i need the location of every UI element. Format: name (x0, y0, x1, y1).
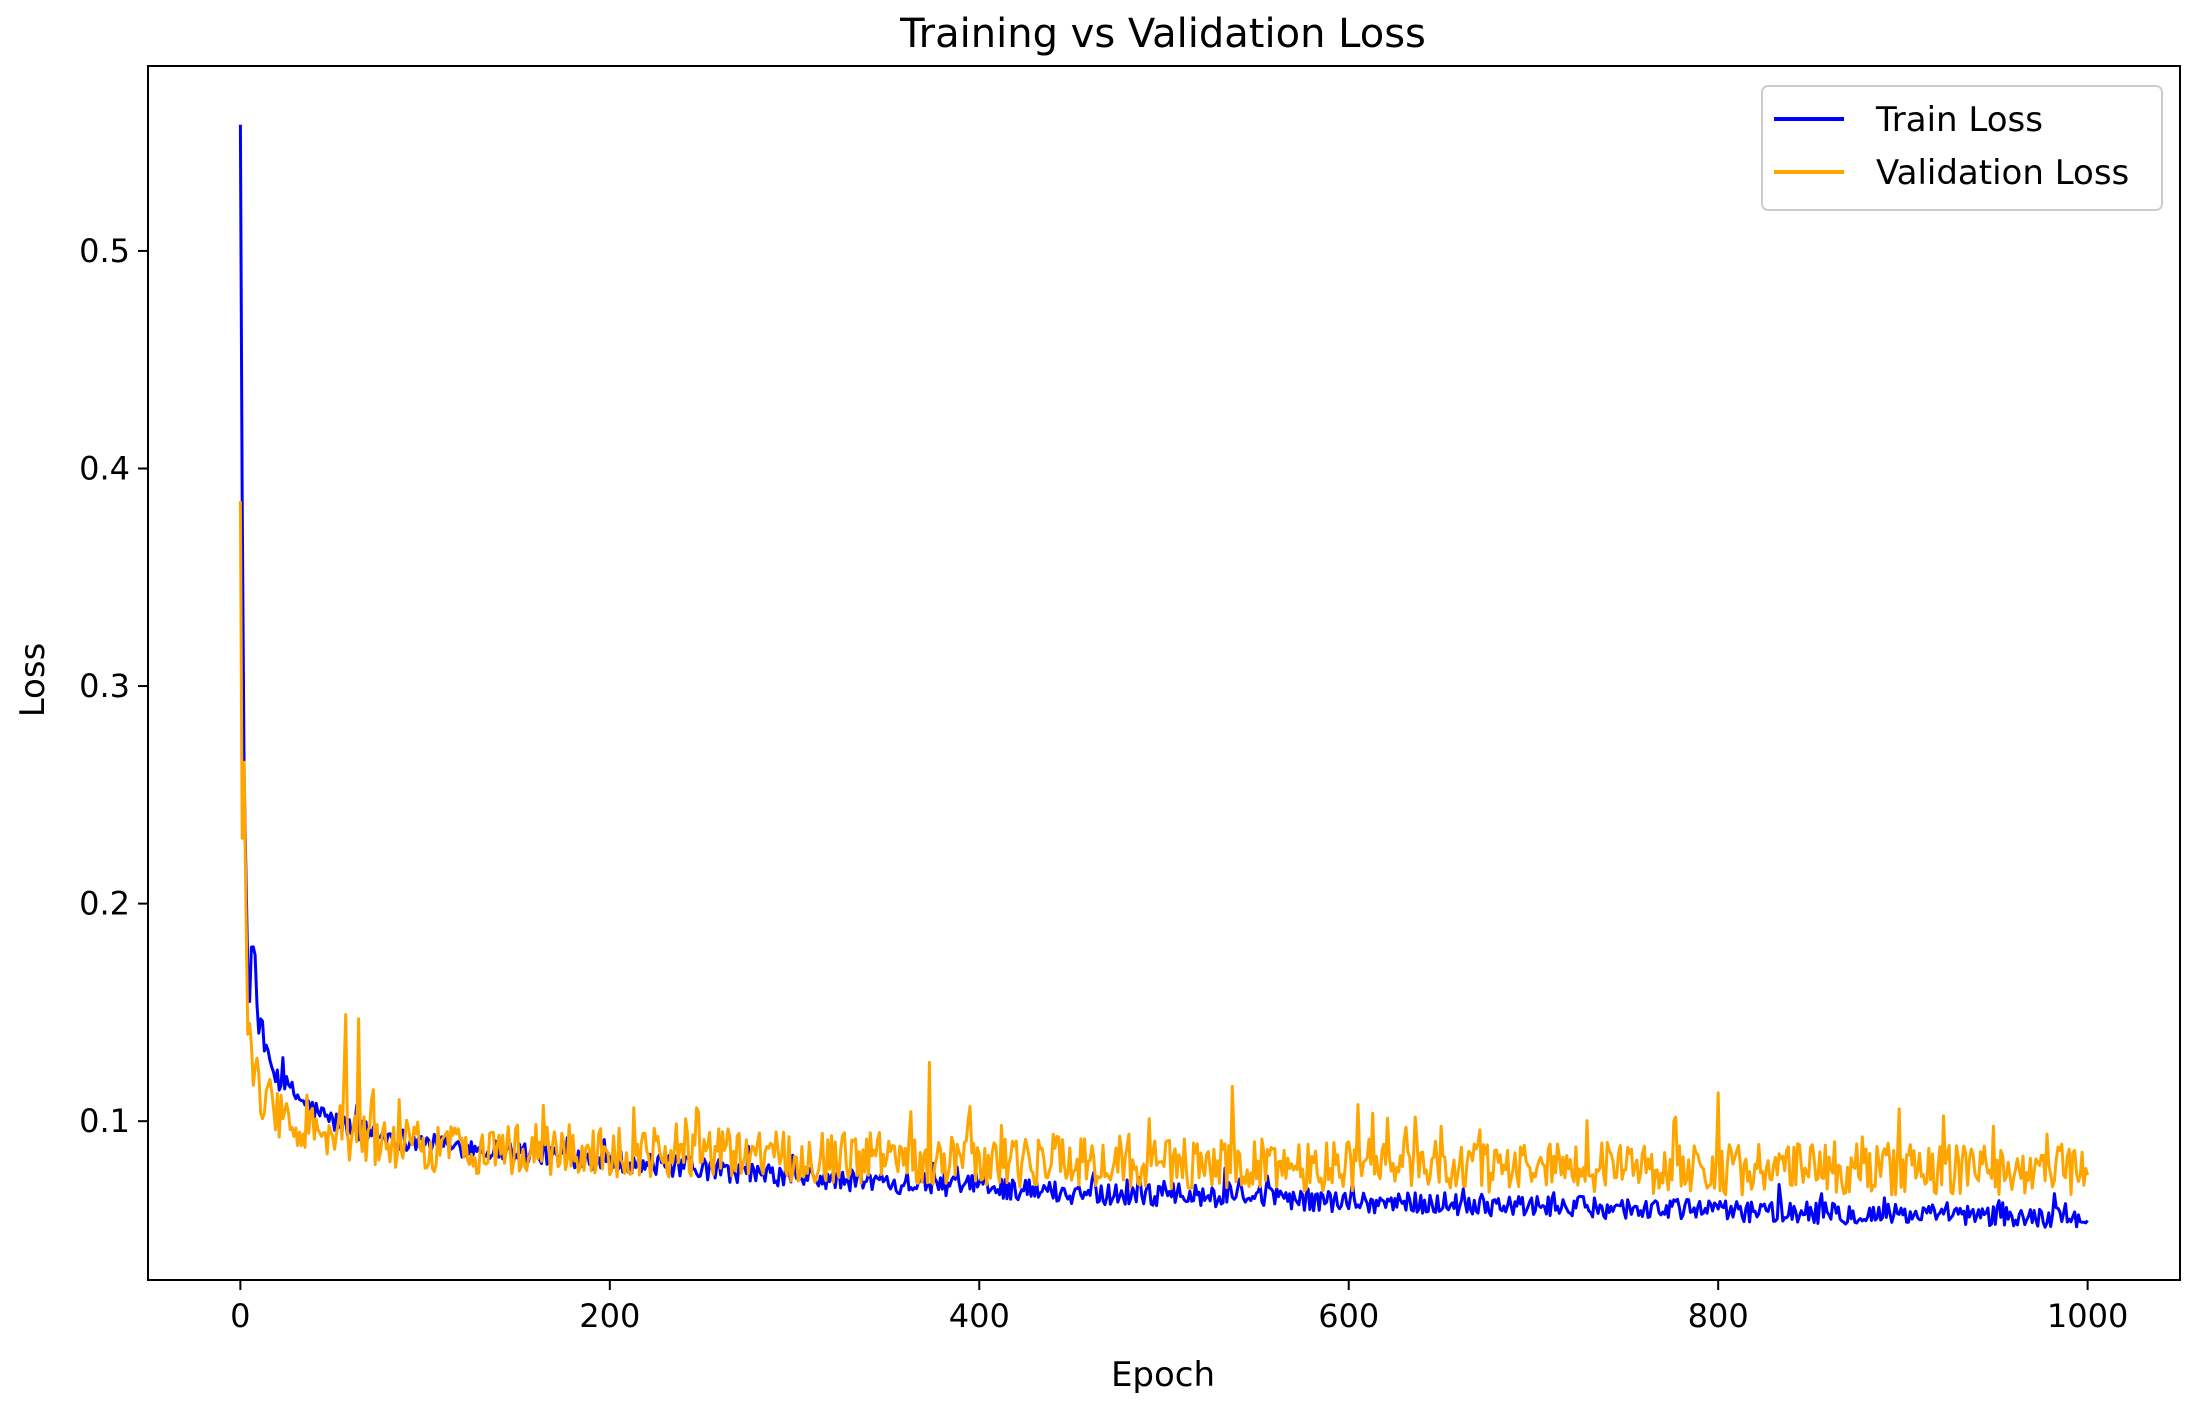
chart-title: Training vs Validation Loss (899, 11, 1426, 57)
legend: Train Loss Validation Loss (1761, 85, 2163, 211)
x-tick-label: 800 (1688, 1297, 1749, 1335)
legend-label: Validation Loss (1876, 153, 2129, 193)
plot-area (238, 124, 2090, 1229)
x-axis-title: Epoch (1111, 1355, 1215, 1395)
x-tick-label: 1000 (2047, 1297, 2128, 1335)
y-axis-title: Loss (13, 643, 53, 718)
y-tick-label: 0.5 (79, 232, 130, 270)
y-tick-label: 0.2 (79, 885, 130, 923)
y-tick-label: 0.1 (79, 1102, 130, 1140)
legend-label: Train Loss (1875, 100, 2043, 140)
x-tick-label: 200 (579, 1297, 640, 1335)
axes-frame (147, 65, 2181, 1281)
axes: 0 200 400 600 800 1000 0.1 0.2 0.3 0.4 0.5 (79, 65, 2181, 1335)
x-tick-label: 0 (230, 1297, 250, 1335)
series-line-validation-loss (238, 501, 2090, 1197)
legend-box (1761, 85, 2163, 211)
x-tick-label: 600 (1318, 1297, 1379, 1335)
y-tick-label: 0.3 (79, 667, 130, 705)
y-tick-label: 0.4 (79, 449, 130, 487)
x-tick-label: 400 (949, 1297, 1010, 1335)
